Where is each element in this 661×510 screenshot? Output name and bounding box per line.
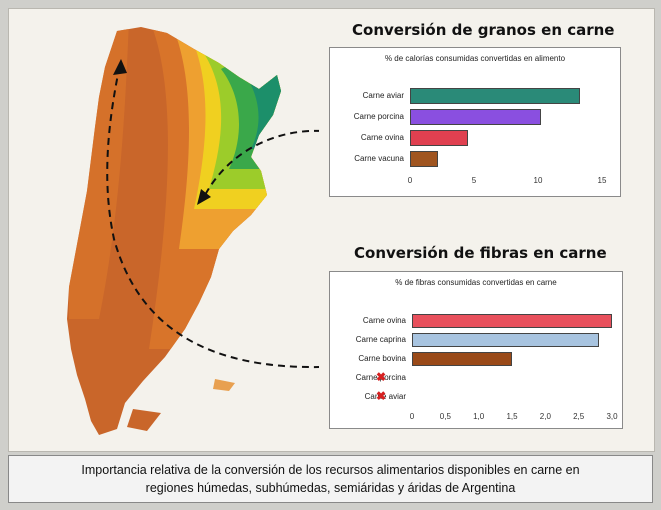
fibers-tick-label: 2,5 — [573, 412, 585, 421]
fibers-bar — [412, 314, 612, 328]
grains-tick-label: 15 — [597, 176, 607, 185]
grains-tick-label: 10 — [533, 176, 543, 185]
tierra-del-fuego — [127, 409, 161, 431]
grains-bar — [410, 88, 581, 104]
fibers-bar — [412, 352, 512, 366]
caption-box: Importancia relativa de la conversión de… — [8, 455, 653, 503]
excluded-x-icon: ✖ — [376, 370, 387, 384]
fibers-category-label: Carne ovina — [362, 316, 406, 325]
fibers-chart-title: Conversión de fibras en carne — [354, 244, 607, 262]
fibers-category-label: Carne aviar — [364, 392, 406, 401]
grains-bar — [410, 109, 541, 125]
arrow-to-humid — [203, 129, 319, 198]
fibers-tick-label: 0,5 — [439, 412, 451, 421]
fibers-tick-label: 0 — [409, 412, 415, 421]
grains-category-label: Carne aviar — [362, 91, 404, 100]
arrow-head-humid — [197, 189, 211, 205]
caption-line-1: Importancia relativa de la conversión de… — [81, 463, 580, 477]
arrow-head-arid — [113, 59, 127, 75]
grains-category-label: Carne ovina — [360, 133, 404, 142]
fibers-tick-label: 1,0 — [473, 412, 485, 421]
fibers-chart-panel: % de fibras consumidas convertidas en ca… — [329, 271, 623, 429]
argentina-map — [67, 27, 319, 435]
fibers-tick-label: 1,5 — [506, 412, 518, 421]
grains-chart-subtitle: % de calorías consumidas convertidas en … — [384, 54, 566, 63]
fibers-tick-label: 3,0 — [606, 412, 618, 421]
fibers-category-label: Carne porcina — [355, 373, 406, 382]
grains-category-label: Carne vacuna — [354, 154, 404, 163]
grains-tick-label: 0 — [407, 176, 413, 185]
fibers-bar — [412, 333, 599, 347]
fibers-chart-subtitle: % de fibras consumidas convertidas en ca… — [395, 278, 557, 287]
excluded-x-icon: ✖ — [376, 389, 387, 403]
caption-line-2: regiones húmedas, subhúmedas, semiáridas… — [145, 481, 516, 495]
arrow-to-arid — [106, 68, 319, 368]
grains-bar — [410, 130, 468, 146]
fibers-category-label: Carne bovina — [358, 354, 406, 363]
fibers-category-label: Carne caprina — [355, 335, 406, 344]
grains-chart-panel: % de calorías consumidas convertidas en … — [329, 47, 621, 197]
grains-chart-title: Conversión de granos en carne — [352, 21, 615, 39]
grains-bar — [410, 151, 439, 167]
grains-tick-label: 5 — [471, 176, 477, 185]
grains-category-label: Carne porcina — [353, 112, 404, 121]
malvinas-islands — [213, 379, 235, 391]
slide: Conversión de granos en carne % de calor… — [8, 8, 655, 452]
fibers-tick-label: 2,0 — [539, 412, 551, 421]
